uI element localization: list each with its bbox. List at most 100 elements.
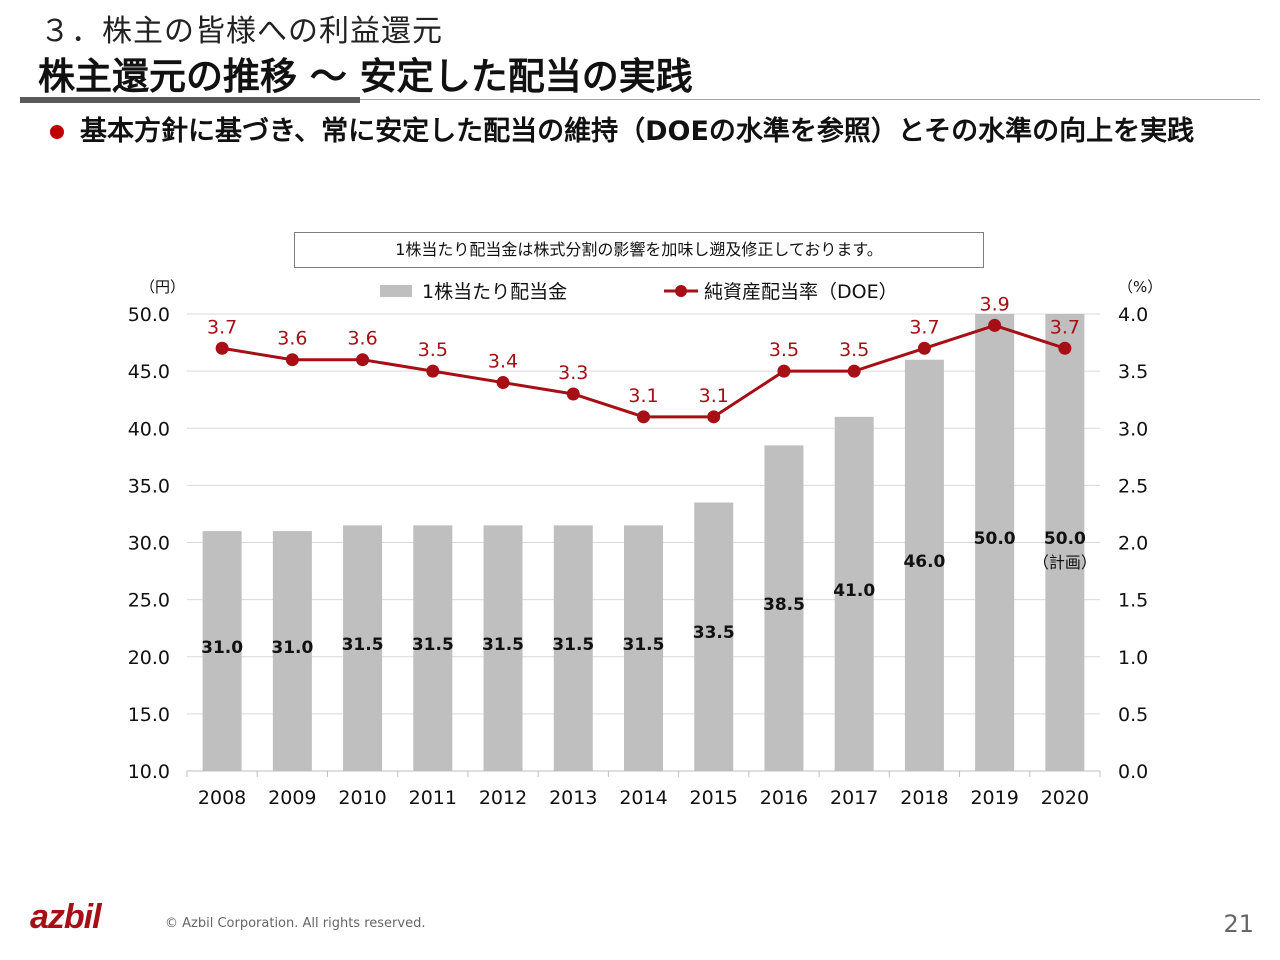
bar bbox=[834, 416, 874, 771]
doe-marker bbox=[566, 387, 580, 401]
y-right-tick-label: 4.0 bbox=[1118, 304, 1148, 326]
x-tick-label: 2015 bbox=[690, 787, 738, 809]
bar bbox=[624, 525, 663, 771]
legend-bar-swatch bbox=[380, 285, 412, 297]
line-data-label: 3.6 bbox=[277, 328, 307, 350]
doe-marker bbox=[496, 376, 510, 390]
bar bbox=[272, 531, 312, 771]
y-right-tick-label: 3.5 bbox=[1118, 361, 1148, 383]
bar-data-label: 31.5 bbox=[412, 635, 454, 655]
bar-data-label: 38.5 bbox=[763, 595, 805, 615]
bar-data-label: 31.0 bbox=[271, 638, 313, 658]
y-right-tick-label: 1.0 bbox=[1118, 647, 1148, 669]
legend-line-label: 純資産配当率（DOE） bbox=[704, 281, 898, 303]
x-tick-label: 2008 bbox=[198, 787, 246, 809]
y-left-tick-label: 15.0 bbox=[128, 704, 170, 726]
line-data-label: 3.7 bbox=[1050, 316, 1080, 338]
y-right-tick-label: 0.0 bbox=[1118, 761, 1148, 783]
doe-marker bbox=[777, 364, 791, 378]
bar-data-label: 50.0 bbox=[1044, 529, 1086, 549]
x-tick-label: 2019 bbox=[970, 787, 1018, 809]
title-underline-thick bbox=[20, 97, 360, 103]
doe-marker bbox=[707, 410, 721, 424]
y-left-tick-label: 25.0 bbox=[128, 590, 170, 612]
bullet-icon bbox=[50, 125, 64, 139]
bar-data-note: （計画） bbox=[1033, 553, 1097, 572]
line-data-label: 3.4 bbox=[488, 351, 518, 373]
bar bbox=[975, 314, 1015, 771]
y-left-tick-label: 30.0 bbox=[128, 533, 170, 555]
data-labels: 31.0 31.0 31.5 31.5 31.5 31.5 31.5 33.5 38.5 41.0… bbox=[201, 293, 1097, 658]
y-right-tick-label: 3.0 bbox=[1118, 418, 1148, 440]
line-data-label: 3.6 bbox=[347, 328, 377, 350]
bar-data-label: 41.0 bbox=[833, 581, 875, 601]
y-left-tick-label: 50.0 bbox=[128, 304, 170, 326]
line-data-label: 3.7 bbox=[207, 316, 237, 338]
legend-bar-label: 1株当たり配当金 bbox=[422, 281, 567, 303]
doe-marker bbox=[917, 341, 931, 355]
x-tick-label: 2010 bbox=[338, 787, 386, 809]
bar bbox=[413, 525, 453, 771]
bar bbox=[202, 531, 242, 771]
y-left-tick-label: 35.0 bbox=[128, 475, 170, 497]
y-left-tick-label: 10.0 bbox=[128, 761, 170, 783]
x-tick-label: 2020 bbox=[1041, 787, 1089, 809]
bar-data-label: 50.0 bbox=[974, 529, 1016, 549]
page-title: 株主還元の推移 ～ 安定した配当の実践 bbox=[38, 55, 693, 98]
bar bbox=[904, 359, 944, 771]
x-axis bbox=[186, 770, 1101, 777]
doe-marker bbox=[285, 353, 299, 367]
bar-data-label: 31.5 bbox=[482, 635, 524, 655]
doe-marker bbox=[1058, 341, 1072, 355]
y-right-tick-label: 0.5 bbox=[1118, 704, 1148, 726]
bar bbox=[1045, 314, 1085, 771]
dividend-chart: 31.0 31.0 31.5 31.5 31.5 31.5 31.5 33.5 38.5 41.0… bbox=[128, 278, 1163, 809]
bar bbox=[483, 525, 523, 771]
line-data-label: 3.9 bbox=[980, 293, 1010, 315]
x-tick-label: 2012 bbox=[479, 787, 527, 809]
x-tick-label: 2014 bbox=[619, 787, 667, 809]
y-right-tick-label: 1.5 bbox=[1118, 590, 1148, 612]
doe-marker bbox=[847, 364, 861, 378]
adjustment-note: 1株当たり配当金は株式分割の影響を加味し遡及修正しております。 bbox=[294, 232, 984, 268]
line-data-label: 3.5 bbox=[769, 339, 799, 361]
x-tick-label: 2011 bbox=[409, 787, 457, 809]
policy-bullet-text: 基本方針に基づき、常に安定した配当の維持（DOEの水準を参照）とその水準の向上を… bbox=[80, 116, 1195, 147]
line-series bbox=[215, 318, 1072, 424]
x-tick-label: 2009 bbox=[268, 787, 316, 809]
line-data-label: 3.1 bbox=[628, 385, 658, 407]
line-data-label: 3.3 bbox=[558, 362, 588, 384]
bar-data-label: 31.0 bbox=[201, 638, 243, 658]
bar-data-label: 31.5 bbox=[623, 635, 665, 655]
x-tick-label: 2018 bbox=[900, 787, 948, 809]
title-underline-thin bbox=[360, 99, 1260, 100]
tick-labels: 10.0 15.0 20.0 25.0 30.0 35.0 40.0 45.0 50.0 0.0 0… bbox=[128, 304, 1149, 809]
doe-marker bbox=[215, 341, 229, 355]
doe-marker bbox=[988, 318, 1002, 332]
legend-line-marker bbox=[675, 285, 687, 297]
line-data-label: 3.1 bbox=[699, 385, 729, 407]
y-right-tick-label: 2.5 bbox=[1118, 475, 1148, 497]
section-title: ３．株主の皆様への利益還元 bbox=[40, 14, 443, 49]
doe-marker bbox=[426, 364, 440, 378]
bar-data-label: 33.5 bbox=[693, 623, 735, 643]
azbil-logo: azbil bbox=[30, 898, 102, 936]
bar-data-label: 31.5 bbox=[552, 635, 594, 655]
bar-data-label: 31.5 bbox=[342, 635, 384, 655]
x-tick-label: 2016 bbox=[760, 787, 808, 809]
x-tick-label: 2013 bbox=[549, 787, 597, 809]
y-left-unit: （円） bbox=[140, 278, 185, 296]
line-data-label: 3.5 bbox=[418, 339, 448, 361]
y-left-tick-label: 40.0 bbox=[128, 418, 170, 440]
bar-data-label: 46.0 bbox=[903, 552, 945, 572]
y-right-unit: （%） bbox=[1118, 278, 1162, 296]
legend: 1株当たり配当金 純資産配当率（DOE） bbox=[380, 281, 898, 303]
page-number: 21 bbox=[1223, 910, 1254, 938]
doe-marker bbox=[356, 353, 370, 367]
line-data-label: 3.5 bbox=[839, 339, 869, 361]
doe-marker bbox=[637, 410, 650, 424]
y-left-tick-label: 45.0 bbox=[128, 361, 170, 383]
bar-series bbox=[202, 314, 1085, 771]
y-left-tick-label: 20.0 bbox=[128, 647, 170, 669]
copyright-text: © Azbil Corporation. All rights reserved… bbox=[165, 916, 426, 931]
